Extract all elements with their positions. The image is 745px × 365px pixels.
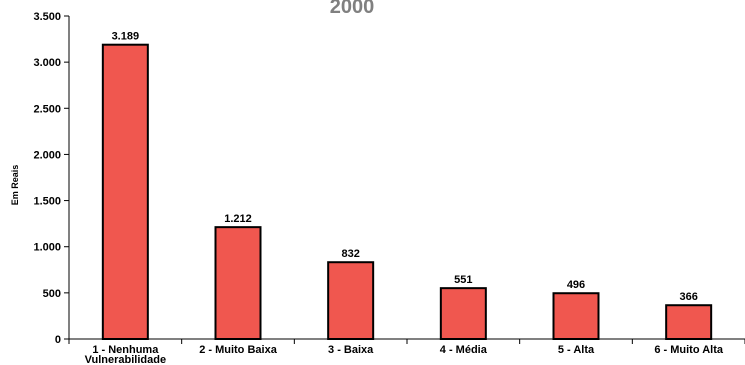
y-tick-label: 1.500: [33, 196, 61, 208]
plot-area: 0 500 1.000 1.500 2.000 2.500 3.000 3.500 3.189 1…: [33, 11, 745, 365]
y-tick-label: 0: [55, 334, 61, 346]
y-axis-label: Em Reais: [10, 165, 20, 206]
y-tick-label: 1.000: [33, 242, 61, 254]
y-tick-label: 500: [43, 288, 61, 300]
y-tick-label: 2.000: [33, 149, 61, 161]
bar: [101, 43, 149, 340]
x-tick-label: 5 - Alta: [558, 344, 595, 356]
data-label: 551: [454, 274, 472, 286]
x-tick-label: 4 - Média: [440, 344, 488, 356]
bar: [439, 287, 487, 341]
x-tick-label: 6 - Muito Alta: [654, 344, 724, 356]
data-label: 3.189: [112, 31, 140, 43]
x-tick-label: 3 - Baixa: [328, 344, 374, 356]
bar: [665, 304, 713, 340]
y-tick-label: 2.500: [33, 103, 61, 115]
bar: [214, 226, 262, 341]
bar: [552, 292, 600, 341]
x-tick-label: Vulnerabilidade: [85, 354, 167, 365]
data-label: 1.212: [224, 213, 252, 225]
data-label: 496: [567, 279, 585, 291]
data-label: 366: [679, 291, 697, 303]
bar: [327, 261, 375, 341]
chart-title: 2000: [330, 0, 375, 18]
x-tick-label: 1 - Nenhuma: [92, 344, 159, 356]
data-label: 832: [341, 248, 359, 260]
x-tick-label: 2 - Muito Baixa: [199, 344, 278, 356]
y-tick-label: 3.500: [33, 11, 61, 23]
y-tick-label: 3.000: [33, 57, 61, 69]
